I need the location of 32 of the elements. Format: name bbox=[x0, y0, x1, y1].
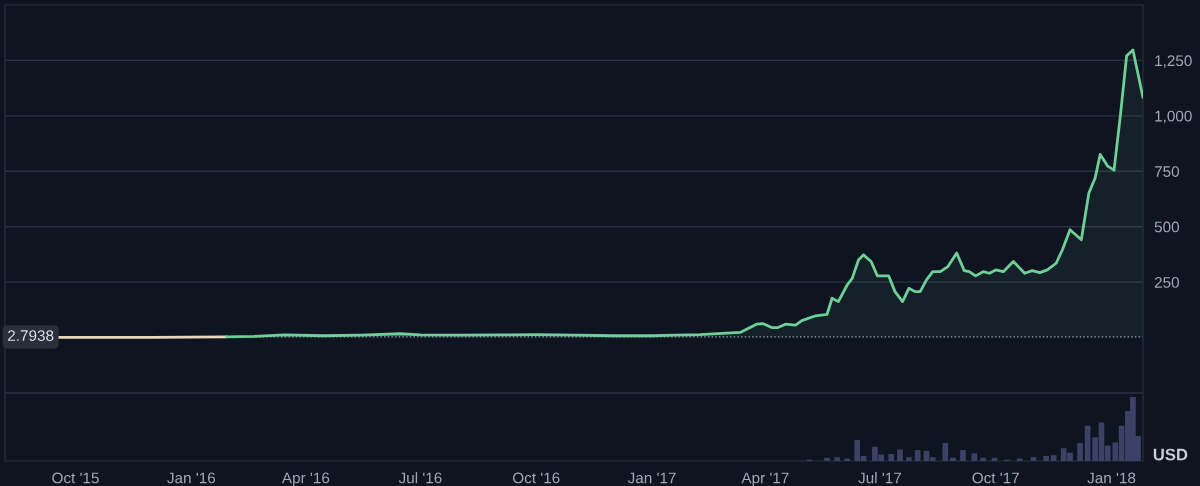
bar bbox=[1050, 455, 1057, 461]
x-tick-label: Jan '16 bbox=[167, 472, 216, 484]
bar bbox=[960, 450, 966, 461]
x-tick-label: Apr '16 bbox=[281, 472, 330, 486]
x-tick-label: Oct '15 bbox=[52, 472, 99, 484]
x-tick-label: Jan '18 bbox=[1087, 472, 1136, 484]
x-tick-label: Jul '16 bbox=[398, 472, 442, 484]
y-tick-label: 1,000 bbox=[1155, 110, 1192, 124]
bar bbox=[888, 453, 895, 461]
text: USD bbox=[1153, 448, 1188, 461]
bar bbox=[1077, 443, 1083, 461]
bar bbox=[1030, 457, 1037, 461]
x-tick-label: Jul '17 bbox=[858, 472, 901, 484]
bar bbox=[844, 458, 850, 461]
bar bbox=[971, 453, 978, 461]
x-tick-label: Apr '17 bbox=[741, 472, 789, 486]
y-tick-label: 750 bbox=[1154, 166, 1179, 177]
bar bbox=[1016, 458, 1023, 461]
x-tick-label: Jan '17 bbox=[627, 472, 676, 484]
ref-line-label: 2.7938 bbox=[8, 330, 54, 341]
bar bbox=[980, 457, 986, 461]
bar bbox=[834, 457, 840, 461]
bar bbox=[950, 457, 956, 461]
y-tick-label: 1,250 bbox=[1155, 55, 1192, 68]
y-tick-label: 500 bbox=[1154, 221, 1179, 233]
y-tick-label: 250 bbox=[1154, 276, 1179, 288]
x-tick-label: Oct '16 bbox=[513, 472, 560, 484]
bar bbox=[1043, 455, 1049, 461]
bar bbox=[906, 457, 912, 461]
bar bbox=[824, 457, 830, 461]
bar bbox=[897, 449, 903, 461]
x-tick-label: Oct '17 bbox=[972, 472, 1019, 484]
